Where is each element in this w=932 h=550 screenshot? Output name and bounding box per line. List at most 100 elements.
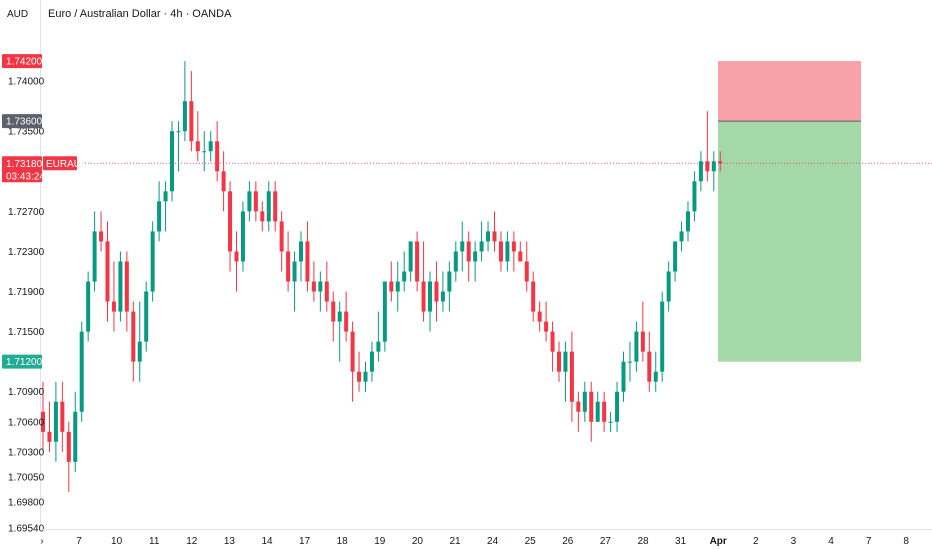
candle-body bbox=[189, 101, 194, 142]
stop-loss-label: 1.74200 bbox=[2, 54, 43, 69]
candle bbox=[718, 151, 723, 172]
candle-body bbox=[124, 261, 129, 312]
price-tick-label: 1.72700 bbox=[8, 207, 45, 218]
time-scroll-marker[interactable]: › bbox=[40, 536, 43, 547]
candle bbox=[389, 261, 394, 302]
current-price-label-text: 1.73180 bbox=[6, 159, 43, 170]
candle bbox=[653, 351, 658, 392]
candle bbox=[369, 341, 374, 382]
candle-body bbox=[266, 191, 271, 222]
candle bbox=[73, 391, 78, 472]
take-profit-label-bg bbox=[2, 354, 42, 369]
candle-body bbox=[447, 271, 452, 292]
time-axis[interactable]: 7 10 11 12 13 14 17 18 19 20 21 24 25 26 27 28 31 Apr 2 3 4 7… bbox=[40, 529, 932, 548]
candle bbox=[524, 241, 529, 292]
candle-body bbox=[350, 331, 355, 372]
candle-body bbox=[99, 231, 104, 242]
candle bbox=[286, 231, 291, 292]
symbol-tag: EURAUD bbox=[46, 159, 88, 170]
candle-body bbox=[202, 151, 207, 153]
time-tick-label: 28 bbox=[637, 536, 649, 547]
candle bbox=[111, 261, 116, 332]
candle bbox=[163, 181, 168, 232]
candle-body bbox=[466, 241, 471, 262]
price-tick-label: 1.70300 bbox=[8, 447, 45, 458]
candle-body bbox=[324, 281, 329, 302]
candle-body bbox=[415, 241, 420, 282]
candle bbox=[647, 331, 652, 392]
candle bbox=[344, 291, 349, 342]
candle-body bbox=[299, 241, 303, 262]
candle bbox=[518, 241, 523, 262]
time-tick-label: Apr bbox=[710, 536, 727, 547]
candle bbox=[99, 211, 104, 252]
price-tick-label: 1.70600 bbox=[8, 417, 45, 428]
take-profit-zone[interactable] bbox=[718, 121, 861, 362]
candle bbox=[447, 261, 452, 312]
candle bbox=[576, 391, 581, 432]
candle-body bbox=[627, 361, 632, 363]
price-axis[interactable]: 1.74000 1.73500 1.72700 1.72300 1.71900 1.715… bbox=[8, 0, 45, 535]
candle-body bbox=[292, 261, 297, 282]
candle-body bbox=[389, 281, 394, 292]
candle bbox=[311, 261, 316, 302]
candle bbox=[202, 131, 207, 172]
candle bbox=[563, 341, 568, 402]
candle-body bbox=[428, 281, 432, 312]
entry-label: 1.73600 bbox=[2, 114, 43, 129]
candle bbox=[421, 241, 426, 322]
candle bbox=[124, 251, 129, 332]
candle bbox=[428, 271, 432, 332]
candle-body bbox=[195, 141, 200, 152]
candle bbox=[376, 311, 381, 362]
time-tick-label: 11 bbox=[149, 536, 160, 547]
time-tick-label: 19 bbox=[374, 536, 386, 547]
time-tick-label: 31 bbox=[675, 536, 687, 547]
candle bbox=[305, 221, 310, 292]
candle-body bbox=[41, 411, 45, 432]
candle bbox=[511, 231, 516, 272]
candle-body bbox=[511, 241, 516, 252]
candle-body bbox=[518, 251, 523, 262]
candle bbox=[60, 381, 65, 452]
price-tick-label: 1.69800 bbox=[8, 497, 45, 508]
candle bbox=[176, 121, 181, 172]
candle bbox=[453, 241, 458, 282]
candle bbox=[415, 231, 420, 292]
time-tick-label: 24 bbox=[487, 536, 499, 547]
time-tick-label: 14 bbox=[261, 536, 273, 547]
candle bbox=[408, 241, 413, 282]
candle-body bbox=[460, 241, 465, 252]
entry-label-text: 1.73600 bbox=[6, 117, 43, 128]
candle-body bbox=[589, 391, 594, 422]
price-tick-label: 1.71900 bbox=[8, 287, 45, 298]
candle-body bbox=[215, 141, 220, 172]
candle-body bbox=[492, 231, 497, 242]
candle bbox=[492, 211, 497, 252]
time-tick-label: 13 bbox=[224, 536, 236, 547]
symbol-tag-bg bbox=[43, 156, 77, 171]
candle bbox=[589, 381, 594, 442]
candle-body bbox=[686, 211, 690, 232]
chart-title: Euro / Australian Dollar · 4h · OANDA bbox=[48, 8, 232, 20]
candle bbox=[550, 321, 555, 372]
candle-body bbox=[273, 191, 278, 222]
long-position-tool[interactable] bbox=[718, 61, 861, 362]
candle-body bbox=[479, 241, 484, 252]
time-tick-label: 7 bbox=[76, 536, 82, 547]
candle bbox=[350, 321, 355, 402]
stop-loss-zone[interactable] bbox=[718, 61, 861, 122]
candle-body bbox=[157, 201, 162, 232]
candle-body bbox=[92, 231, 97, 282]
candle-body bbox=[208, 141, 213, 152]
current-price-label-bg bbox=[2, 156, 42, 183]
candle-body bbox=[608, 421, 613, 423]
candle-body bbox=[144, 291, 149, 342]
candle bbox=[679, 221, 684, 252]
candle bbox=[673, 241, 678, 282]
candle-body bbox=[602, 401, 607, 422]
candle-body bbox=[660, 301, 665, 372]
candle-body bbox=[66, 431, 71, 462]
candle-body bbox=[582, 391, 587, 412]
